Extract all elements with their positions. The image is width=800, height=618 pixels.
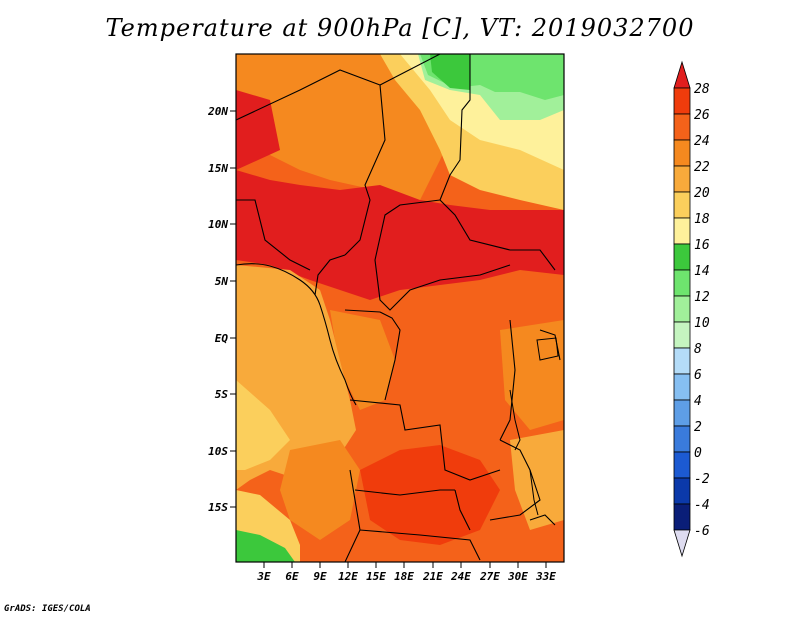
lon-label: 30E: [507, 570, 528, 583]
colorbar-label: 2: [694, 420, 702, 435]
lon-label: 9E: [313, 570, 327, 583]
colorbar-cell: [673, 347, 691, 375]
lake-outlines: [509, 337, 559, 516]
colorbar-cell: [673, 139, 691, 167]
colorbar-label: 10: [694, 316, 710, 331]
north-12-area: [430, 54, 470, 90]
map-frame: [235, 53, 565, 563]
country-borders: [236, 54, 561, 562]
lat-label: 20N: [207, 105, 228, 118]
colorbar-cell: [673, 477, 691, 505]
colorbar-under-triangle: [673, 529, 691, 558]
west-hot-area: [236, 90, 280, 170]
colorbar-label: 4: [694, 394, 702, 409]
longitude-labels: 3E 6E 9E 12E 15E 18E 21E 24E 27E 30E 33E: [256, 570, 556, 583]
colorbar-label: 26: [694, 108, 710, 123]
colorbar-cell: [673, 503, 691, 531]
lon-label: 24E: [450, 570, 471, 583]
temperature-field: [236, 54, 564, 562]
colorbar-cell: [673, 321, 691, 349]
colorbar-label: 8: [694, 342, 702, 357]
lat-label: 5N: [215, 275, 229, 288]
colorbar-cell: [673, 217, 691, 245]
map-ticks: [230, 110, 547, 568]
lon-label: 3E: [256, 570, 271, 583]
map-title: Temperature at 900hPa [C], VT: 201903270…: [105, 14, 695, 42]
lon-label: 33E: [535, 570, 556, 583]
lat-label: 10S: [208, 445, 228, 458]
hot-belt: [236, 170, 564, 300]
colorbar-cell: [673, 451, 691, 479]
lon-label: 15E: [366, 570, 386, 583]
lat-label: EQ: [215, 332, 229, 345]
lon-label: 12E: [338, 570, 358, 583]
south-22-area: [280, 440, 360, 540]
colorbar-label: 28: [694, 82, 710, 97]
lon-label: 6E: [285, 570, 299, 583]
colorbar-label: -6: [694, 524, 710, 539]
congo-22-area: [330, 310, 395, 410]
colorbar-cell: [673, 191, 691, 219]
latitude-labels: 20N 15N 10N 5N EQ 5S 10S 15S: [207, 105, 228, 514]
colorbar-label: 20: [694, 186, 710, 201]
lon-label: 18E: [394, 570, 414, 583]
colorbar-label: -2: [694, 472, 710, 487]
colorbar-label: 6: [694, 368, 702, 383]
east-20-area: [510, 430, 564, 530]
colorbar-label: 12: [694, 290, 710, 305]
lon-label: 21E: [422, 570, 443, 583]
colorbar-cell: [673, 425, 691, 453]
colorbar-cell: [673, 243, 691, 271]
atlantic-18-area: [236, 380, 290, 470]
lat-label: 5S: [215, 388, 229, 401]
colorbar-label: 14: [694, 264, 710, 279]
colorbar-cell: [673, 269, 691, 297]
lat-label: 15N: [208, 162, 228, 175]
colorbar-cell: [673, 87, 691, 115]
lon-label: 27E: [479, 570, 500, 583]
colorbar-cell: [673, 295, 691, 323]
colorbar-cell: [673, 399, 691, 427]
east-22-area: [500, 320, 564, 430]
colorbar-label: 18: [694, 212, 710, 227]
colorbar-label: 16: [694, 238, 710, 253]
colorbar-over-triangle: [673, 60, 691, 89]
lat-label: 15S: [208, 501, 228, 514]
colorbar-label: 22: [694, 160, 710, 175]
colorbar-label: -4: [694, 498, 710, 513]
credit-text: GrADS: IGES/COLA: [4, 604, 91, 614]
colorbar-cell: [673, 373, 691, 401]
colorbar-cell: [673, 165, 691, 193]
south-green-area: [236, 530, 295, 562]
colorbar-cell: [673, 113, 691, 141]
colorbar-label: 24: [694, 134, 710, 149]
lat-label: 10N: [208, 218, 228, 231]
colorbar-label: 0: [694, 446, 702, 461]
